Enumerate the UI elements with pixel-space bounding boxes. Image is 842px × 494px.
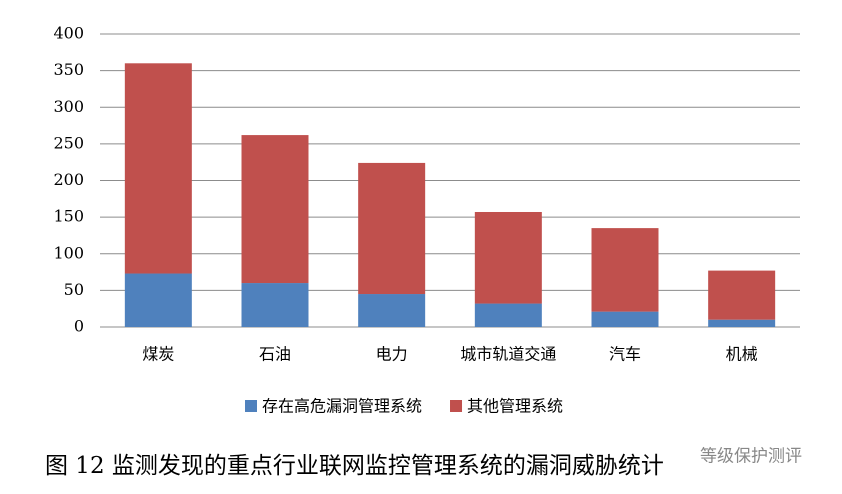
x-tick-label: 城市轨道交通 — [460, 345, 556, 364]
bar-segment — [124, 63, 192, 274]
x-tick-label: 煤炭 — [142, 345, 174, 364]
x-tick-label: 汽车 — [609, 345, 641, 364]
bar-segment — [474, 303, 542, 327]
y-tick-label: 150 — [53, 207, 84, 226]
bar-segment — [358, 294, 426, 327]
watermark: 等级保护测评 — [700, 447, 802, 467]
legend-label: 存在高危漏洞管理系统 — [262, 397, 422, 416]
x-tick-label: 机械 — [726, 345, 758, 364]
y-tick-label: 100 — [53, 243, 84, 262]
y-tick-label: 50 — [64, 280, 84, 299]
bar-segment — [241, 135, 309, 284]
y-tick-label: 200 — [53, 170, 84, 189]
bar-segment — [708, 319, 776, 327]
y-tick-label: 350 — [53, 60, 84, 79]
legend-label: 其他管理系统 — [467, 397, 563, 416]
bar-segment — [591, 228, 659, 312]
caption: 图 12 监测发现的重点行业联网监控管理系统的漏洞威胁统计 — [45, 453, 664, 479]
y-tick-label: 400 — [53, 24, 84, 43]
bar-segment — [241, 283, 309, 327]
x-tick-label: 电力 — [376, 345, 408, 364]
bar-segment — [474, 211, 542, 304]
legend-swatch — [450, 400, 463, 412]
y-tick-label: 0 — [74, 317, 84, 336]
bar-segment — [708, 270, 776, 320]
x-tick-label: 石油 — [259, 345, 291, 364]
y-tick-label: 300 — [53, 97, 84, 116]
bar-segment — [591, 311, 659, 327]
bar-segment — [124, 273, 192, 327]
bar-segment — [358, 162, 426, 295]
y-tick-label: 250 — [53, 133, 84, 152]
legend-swatch — [245, 400, 257, 412]
